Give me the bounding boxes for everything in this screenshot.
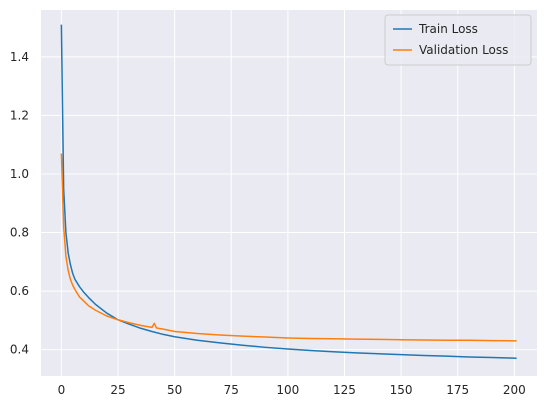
x-tick-label: 50 [167,383,182,397]
series-line-1 [60,153,517,342]
plot-background [41,10,537,376]
x-tick-label: 75 [224,383,239,397]
legend-label-1: Validation Loss [419,43,508,57]
x-tick-label: 175 [446,383,469,397]
series-lines [60,24,517,360]
y-tick-label: 0.4 [10,343,29,357]
x-tick-labels: 0 25 50 75 100 125 150 175 200 [58,383,526,397]
y-tick-label: 1.2 [10,108,29,122]
x-tick-label: 100 [276,383,299,397]
series-line-0 [60,24,517,360]
y-tick-label: 0.6 [10,284,29,298]
legend: Train Loss Validation Loss [384,14,532,66]
x-tick-label: 25 [110,383,125,397]
x-tick-label: 200 [503,383,526,397]
legend-box [384,14,532,66]
legend-label-0: Train Loss [418,22,478,36]
x-tick-label: 150 [390,383,413,397]
y-tick-labels: 0.4 0.6 0.8 1.0 1.2 1.4 [10,50,29,357]
y-tick-label: 1.4 [10,50,29,64]
y-tick-label: 1.0 [10,167,29,181]
y-tick-label: 0.8 [10,226,29,240]
x-tick-label: 125 [333,383,356,397]
x-tick-label: 0 [58,383,66,397]
